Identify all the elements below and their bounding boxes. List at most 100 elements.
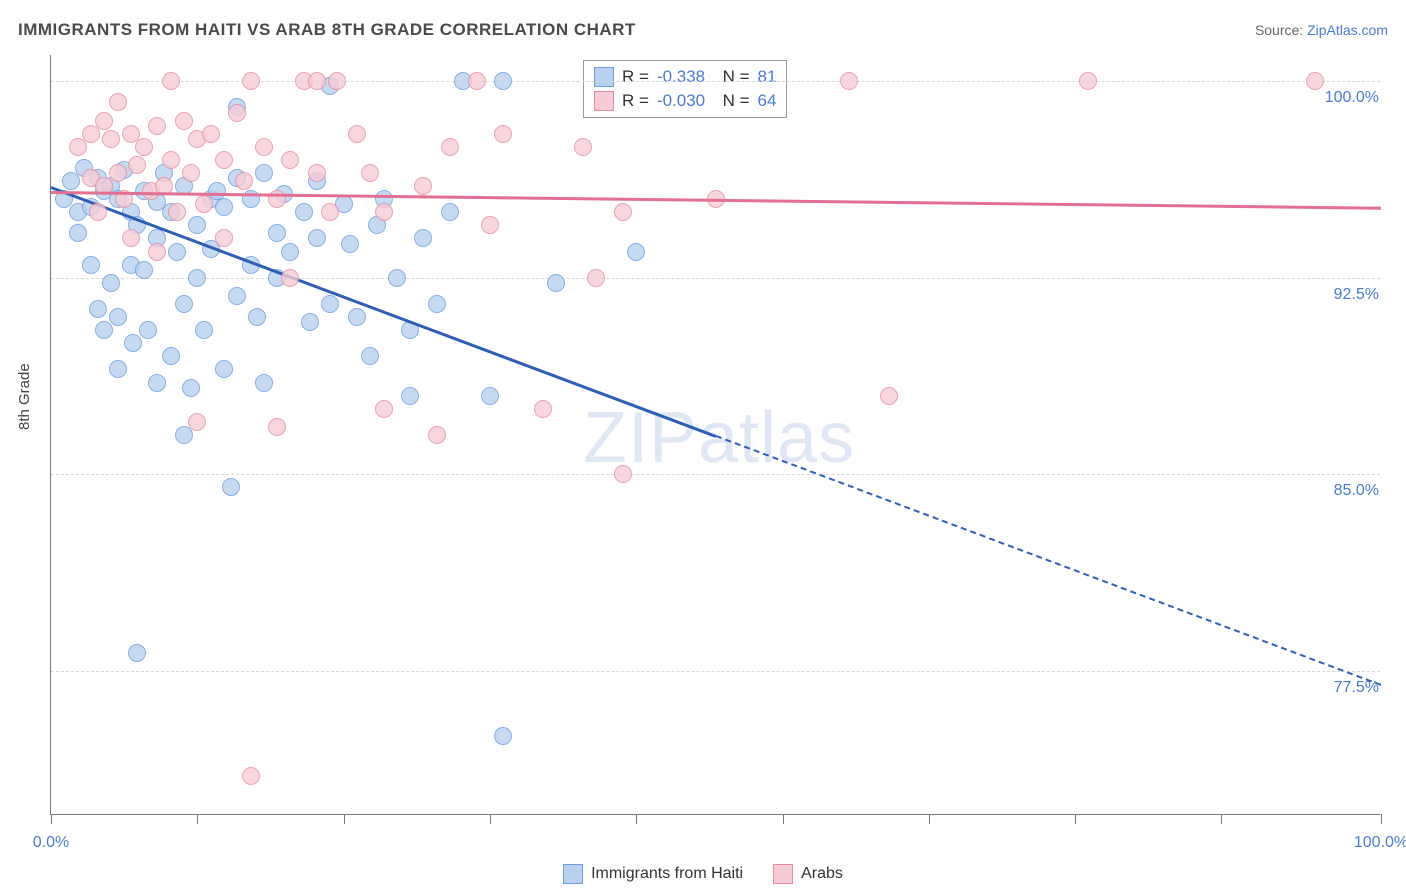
scatter-point — [148, 374, 166, 392]
x-tick — [51, 814, 52, 824]
x-tick — [783, 814, 784, 824]
legend-item: Arabs — [773, 864, 843, 884]
scatter-point — [295, 203, 313, 221]
x-tick — [1075, 814, 1076, 824]
scatter-point — [494, 727, 512, 745]
scatter-point — [441, 203, 459, 221]
x-tick — [1221, 814, 1222, 824]
scatter-point — [1306, 72, 1324, 90]
scatter-point — [162, 347, 180, 365]
scatter-point — [148, 117, 166, 135]
scatter-point — [308, 72, 326, 90]
scatter-point — [202, 125, 220, 143]
legend-stat-row: R =-0.030 N =64 — [594, 89, 776, 113]
x-tick — [490, 814, 491, 824]
scatter-point — [255, 138, 273, 156]
scatter-point — [188, 413, 206, 431]
scatter-point — [361, 347, 379, 365]
scatter-point — [168, 243, 186, 261]
scatter-point — [195, 321, 213, 339]
scatter-point — [228, 104, 246, 122]
scatter-point — [441, 138, 459, 156]
scatter-point — [82, 256, 100, 274]
scatter-point — [109, 308, 127, 326]
y-tick-label: 85.0% — [1331, 482, 1382, 500]
trend-line — [716, 435, 1382, 686]
scatter-point — [587, 269, 605, 287]
legend-n-label: N = — [713, 67, 749, 87]
header: IMMIGRANTS FROM HAITI VS ARAB 8TH GRADE … — [18, 20, 1388, 40]
scatter-point — [468, 72, 486, 90]
scatter-point — [62, 172, 80, 190]
scatter-point — [95, 321, 113, 339]
scatter-point — [268, 418, 286, 436]
scatter-point — [348, 308, 366, 326]
scatter-point — [428, 426, 446, 444]
legend-r-label: R = — [622, 67, 649, 87]
legend-n-value: 64 — [758, 91, 777, 111]
scatter-point — [188, 216, 206, 234]
scatter-point — [215, 198, 233, 216]
scatter-point — [182, 164, 200, 182]
x-tick-label: 100.0% — [1354, 834, 1406, 852]
legend-swatch — [594, 67, 614, 87]
scatter-point — [321, 295, 339, 313]
scatter-point — [375, 203, 393, 221]
chart-title: IMMIGRANTS FROM HAITI VS ARAB 8TH GRADE … — [18, 20, 636, 40]
scatter-point — [215, 229, 233, 247]
scatter-point — [341, 235, 359, 253]
scatter-point — [215, 360, 233, 378]
scatter-point — [242, 72, 260, 90]
scatter-point — [255, 374, 273, 392]
scatter-point — [124, 334, 142, 352]
scatter-point — [182, 379, 200, 397]
scatter-point — [481, 387, 499, 405]
scatter-point — [414, 177, 432, 195]
scatter-point — [242, 767, 260, 785]
scatter-point — [162, 151, 180, 169]
scatter-point — [128, 644, 146, 662]
gridline — [51, 278, 1380, 279]
gridline — [51, 474, 1380, 475]
gridline — [51, 671, 1380, 672]
scatter-point — [401, 387, 419, 405]
scatter-point — [361, 164, 379, 182]
plot-area: ZIPatlas R =-0.338 N =81R =-0.030 N =64 … — [50, 55, 1380, 815]
scatter-point — [301, 313, 319, 331]
scatter-point — [281, 243, 299, 261]
scatter-point — [248, 308, 266, 326]
scatter-point — [195, 195, 213, 213]
legend-swatch — [563, 864, 583, 884]
x-tick — [344, 814, 345, 824]
legend-label: Arabs — [801, 865, 843, 883]
scatter-point — [215, 151, 233, 169]
scatter-point — [175, 112, 193, 130]
legend-swatch — [594, 91, 614, 111]
scatter-point — [102, 274, 120, 292]
legend-r-label: R = — [622, 91, 649, 111]
scatter-point — [109, 360, 127, 378]
scatter-point — [494, 125, 512, 143]
scatter-point — [188, 269, 206, 287]
source-prefix: Source: — [1255, 22, 1307, 38]
x-tick-label: 0.0% — [33, 834, 69, 852]
scatter-point — [547, 274, 565, 292]
scatter-point — [122, 229, 140, 247]
scatter-point — [89, 203, 107, 221]
scatter-point — [139, 321, 157, 339]
legend-swatch — [773, 864, 793, 884]
scatter-point — [574, 138, 592, 156]
scatter-point — [281, 151, 299, 169]
legend-stat-row: R =-0.338 N =81 — [594, 65, 776, 89]
legend-label: Immigrants from Haiti — [591, 865, 743, 883]
x-tick — [929, 814, 930, 824]
source-link[interactable]: ZipAtlas.com — [1307, 22, 1388, 38]
scatter-point — [255, 164, 273, 182]
x-tick — [1381, 814, 1382, 824]
scatter-point — [481, 216, 499, 234]
scatter-point — [308, 229, 326, 247]
scatter-point — [1079, 72, 1097, 90]
scatter-point — [175, 426, 193, 444]
scatter-point — [109, 93, 127, 111]
scatter-point — [228, 287, 246, 305]
